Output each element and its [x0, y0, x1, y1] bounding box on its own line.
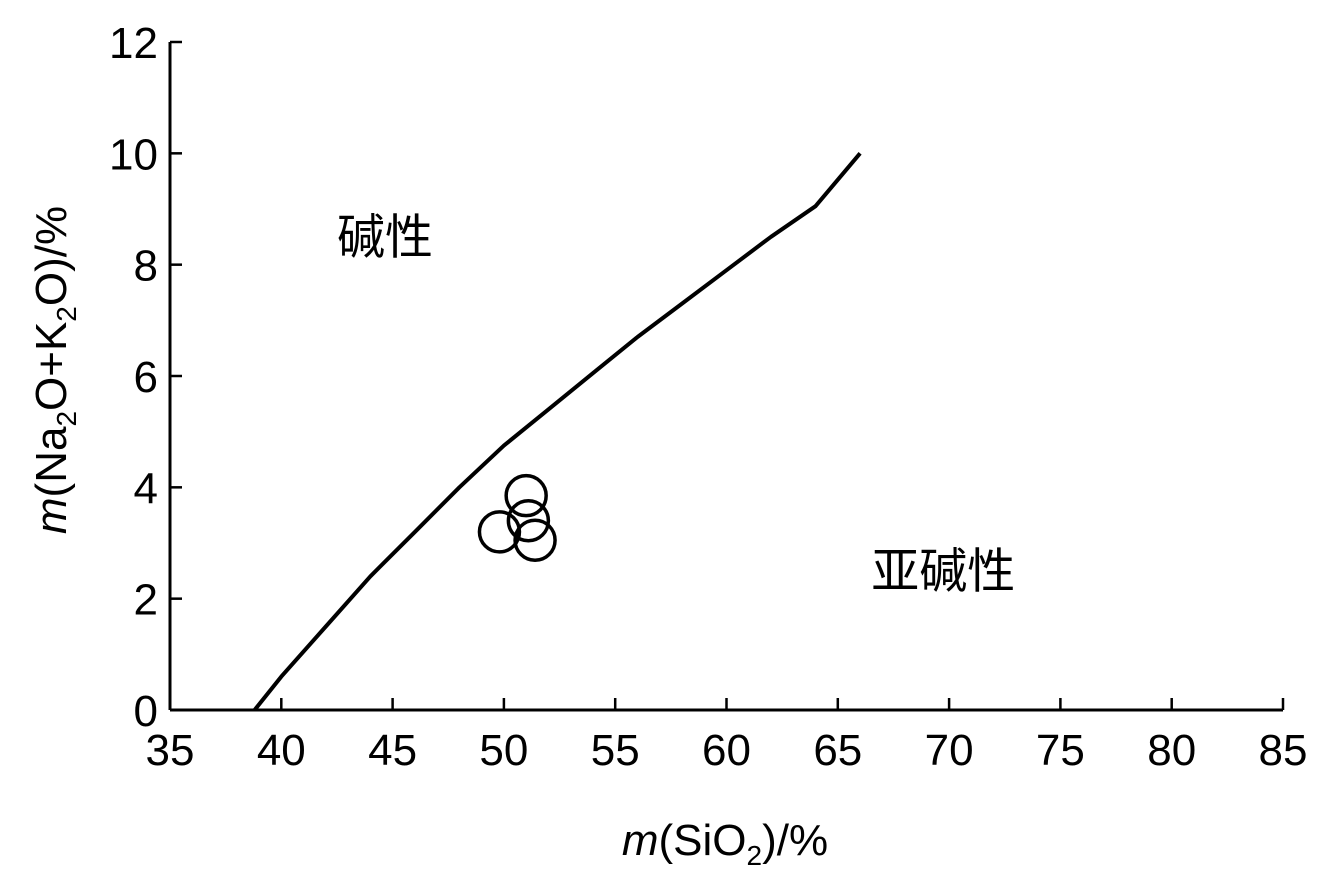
x-tick-label: 60: [702, 726, 751, 775]
x-tick-label: 70: [925, 726, 974, 775]
divider-curve: [253, 152, 862, 712]
x-tick-label: 85: [1259, 726, 1308, 775]
y-tick-label: 4: [134, 464, 158, 513]
y-tick-label: 6: [134, 353, 158, 402]
x-tick-label: 45: [368, 726, 417, 775]
y-tick-label: 0: [134, 687, 158, 736]
x-tick-label: 80: [1147, 726, 1196, 775]
region-label: 碱性: [337, 210, 433, 266]
axes: [168, 42, 1283, 712]
y-axis-title: m(Na2O+K2O)/%: [27, 206, 82, 534]
y-tick-label: 10: [109, 130, 158, 179]
data-points: [477, 473, 557, 562]
x-tick-label: 50: [479, 726, 528, 775]
y-tick-label: 2: [134, 576, 158, 625]
x-tick-label: 55: [591, 726, 640, 775]
region-label: 亚碱性: [871, 544, 1015, 600]
data-point: [504, 473, 548, 518]
x-tick-label: 40: [257, 726, 306, 775]
ticks: 35 40 45 50 55 60 65 70 75 80 85 0 2 4 6 8 10 12: [109, 19, 1307, 775]
data-point: [506, 498, 551, 543]
y-tick-label: 8: [134, 242, 158, 291]
x-axis-title: m(SiO2)/%: [622, 816, 828, 870]
y-tick-label: 12: [109, 19, 158, 68]
data-point: [513, 518, 557, 562]
x-tick-label: 75: [1036, 726, 1085, 775]
alkaline-subalkaline-divider: [253, 152, 862, 712]
data-point: [477, 510, 522, 554]
x-tick-label: 65: [813, 726, 862, 775]
x-tick-label: 35: [146, 726, 195, 775]
